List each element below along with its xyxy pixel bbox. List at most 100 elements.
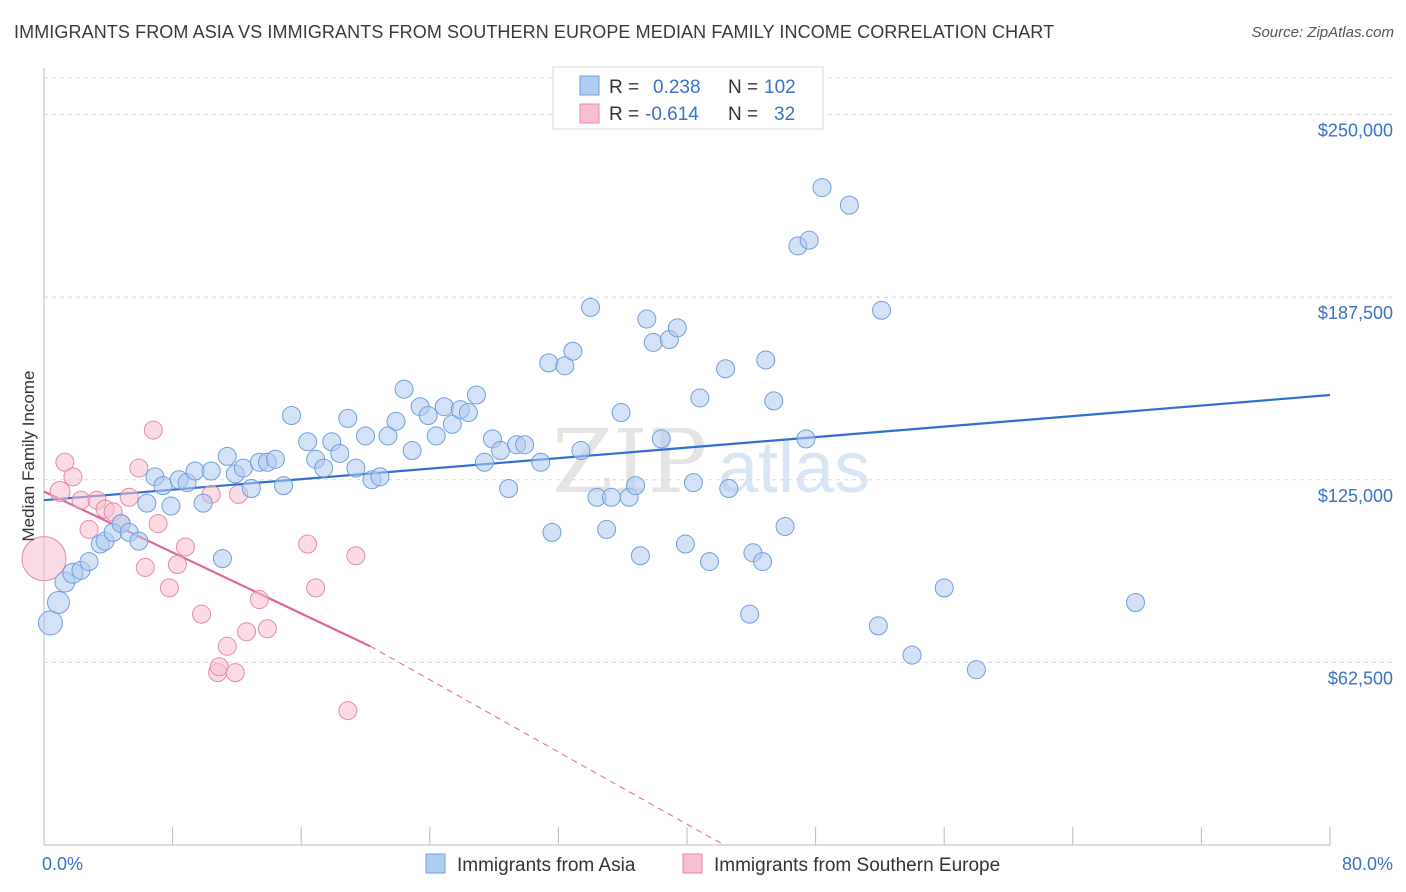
point-asia: [434, 397, 454, 417]
y-tick-label: $125,000: [1318, 486, 1393, 506]
point-asia: [581, 297, 601, 317]
point-asia: [161, 496, 181, 516]
legend: R = 0.238 N = 102 R = -0.614 N = 32: [552, 66, 824, 130]
point-asia: [683, 473, 703, 493]
legend-asia-r-label: R =: [609, 77, 639, 98]
point-asia: [201, 461, 221, 481]
x-tick-label-max: 80.0%: [1342, 854, 1393, 874]
point-europe: [129, 458, 149, 478]
scatter-points: [21, 178, 1145, 721]
point-asia: [499, 479, 519, 499]
point-asia: [298, 432, 318, 452]
point-asia: [531, 452, 551, 472]
point-asia: [651, 429, 671, 449]
legend-europe-r-label: R =: [609, 104, 639, 125]
chart-title: IMMIGRANTS FROM ASIA VS IMMIGRANTS FROM …: [14, 22, 1055, 42]
point-europe: [209, 657, 229, 677]
bottom-legend-asia-label: Immigrants from Asia: [457, 855, 636, 876]
point-europe: [257, 619, 277, 639]
legend-asia-n-value: 102: [764, 77, 796, 98]
point-asia: [539, 353, 559, 373]
point-asia: [764, 391, 784, 411]
point-europe: [192, 604, 212, 624]
point-asia: [458, 403, 478, 423]
point-asia: [643, 332, 663, 352]
point-asia: [79, 552, 99, 572]
point-asia: [542, 522, 562, 542]
point-asia: [966, 660, 986, 680]
point-asia: [690, 388, 710, 408]
point-asia: [217, 446, 237, 466]
point-asia: [611, 403, 631, 423]
point-europe: [298, 534, 318, 554]
point-asia: [233, 458, 253, 478]
point-asia: [426, 426, 446, 446]
point-asia: [637, 309, 657, 329]
point-europe: [159, 578, 179, 598]
watermark-atlas: atlas: [718, 428, 870, 508]
legend-asia-r-value: 0.238: [653, 77, 701, 98]
point-asia: [515, 435, 535, 455]
point-asia: [700, 552, 720, 572]
point-asia: [241, 479, 261, 499]
legend-europe-r-value: -0.614: [645, 104, 699, 125]
point-asia: [153, 476, 173, 496]
point-asia: [265, 449, 285, 469]
point-europe: [21, 536, 67, 582]
point-asia: [756, 350, 776, 370]
bottom-legend-asia-swatch: [425, 853, 446, 874]
point-asia: [330, 443, 350, 463]
y-tick-labels: $62,500 $125,000 $187,500 $250,000: [1318, 121, 1393, 689]
axes: [43, 68, 1331, 846]
point-europe: [346, 546, 366, 566]
point-europe: [217, 636, 237, 656]
legend-europe-n-value: 32: [774, 104, 795, 125]
point-asia: [667, 318, 687, 338]
point-asia: [719, 479, 739, 499]
point-europe: [79, 519, 99, 539]
point-asia: [137, 493, 157, 513]
point-asia: [491, 441, 511, 461]
point-asia: [626, 476, 646, 496]
point-asia: [466, 385, 486, 405]
point-asia: [1125, 592, 1145, 612]
point-europe: [175, 537, 195, 557]
point-europe: [135, 557, 155, 577]
point-asia: [474, 452, 494, 472]
point-europe: [71, 490, 91, 510]
point-europe: [237, 622, 257, 642]
y-tick-label: $62,500: [1328, 668, 1393, 688]
point-asia: [753, 552, 773, 572]
point-asia: [675, 534, 695, 554]
legend-asia-swatch: [579, 75, 600, 96]
point-asia: [812, 178, 832, 198]
point-asia: [597, 519, 617, 539]
point-asia: [418, 405, 438, 425]
point-asia: [37, 610, 63, 636]
point-asia: [872, 300, 892, 320]
source-label: Source: ZipAtlas.com: [1251, 24, 1394, 41]
bottom-legend: Immigrants from Asia Immigrants from Sou…: [425, 853, 1000, 876]
point-asia: [346, 458, 366, 478]
point-europe: [148, 514, 168, 534]
point-asia: [386, 411, 406, 431]
point-asia: [740, 604, 760, 624]
point-asia: [394, 379, 414, 399]
point-asia: [212, 549, 232, 569]
point-asia: [601, 487, 621, 507]
point-europe: [225, 663, 245, 683]
y-tick-label: $187,500: [1318, 303, 1393, 323]
point-asia: [716, 359, 736, 379]
point-asia: [193, 493, 213, 513]
point-asia: [868, 616, 888, 636]
point-asia: [402, 441, 422, 461]
point-asia: [839, 195, 859, 215]
point-europe: [63, 467, 83, 487]
point-asia: [571, 441, 591, 461]
point-asia: [775, 517, 795, 537]
point-asia: [129, 531, 149, 551]
legend-europe-swatch: [579, 103, 600, 124]
y-tick-label: $250,000: [1318, 121, 1393, 141]
point-asia: [799, 230, 819, 250]
